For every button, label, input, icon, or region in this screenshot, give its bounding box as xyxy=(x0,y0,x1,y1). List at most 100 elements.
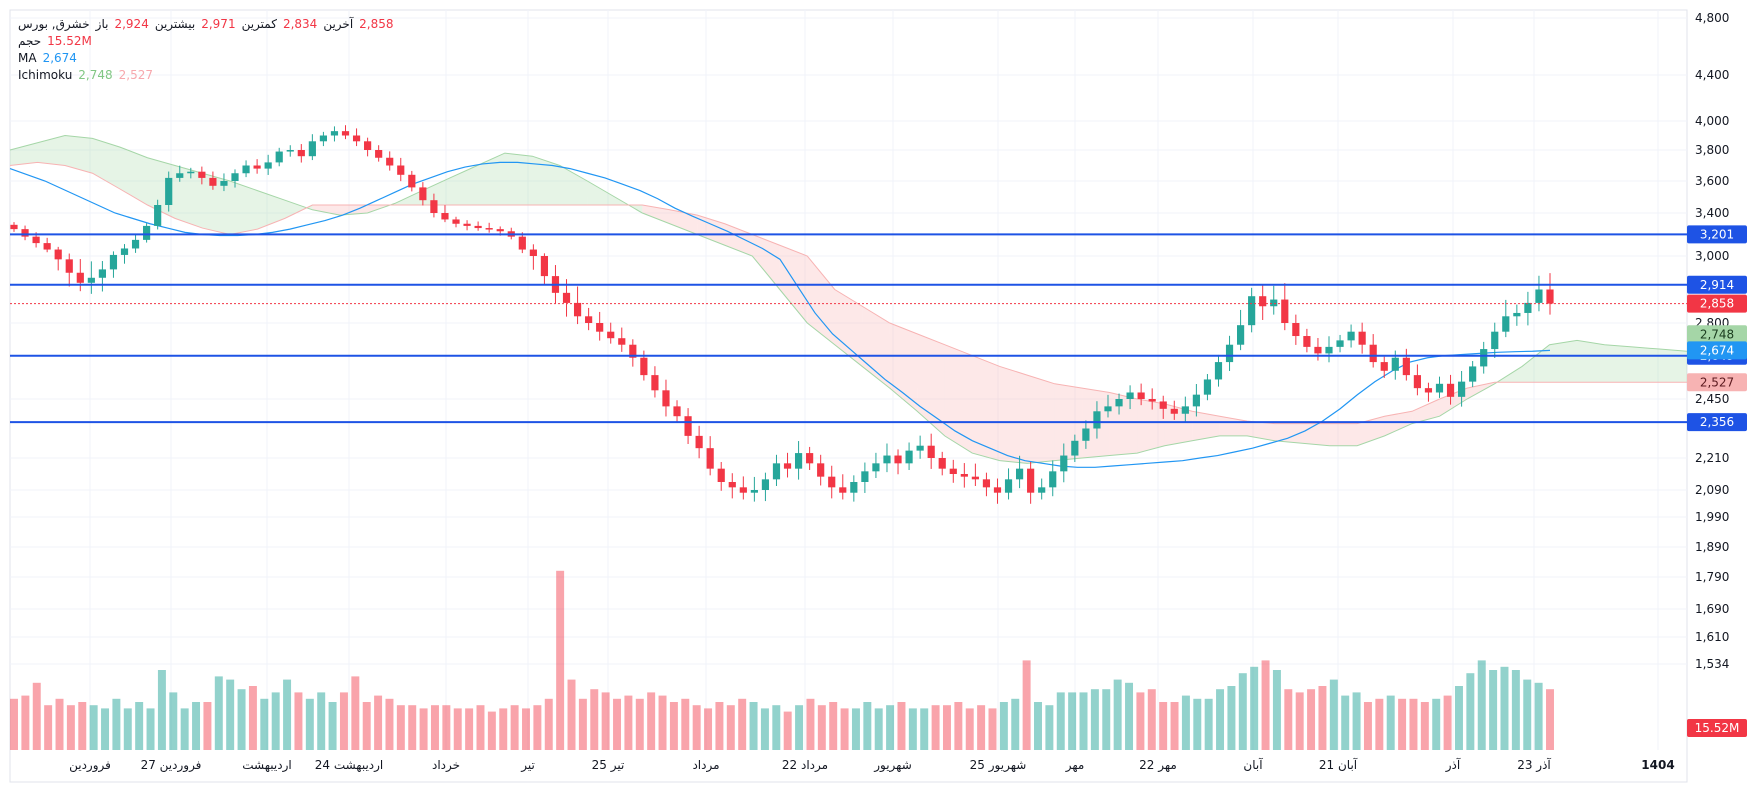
candle-body xyxy=(529,249,537,256)
volume-bar xyxy=(1546,689,1554,750)
candle-body xyxy=(120,248,129,255)
legend-volume-row: حجم 15.52M xyxy=(18,33,394,50)
candle-body xyxy=(397,165,405,175)
volume-bar xyxy=(1125,682,1134,750)
volume-bar xyxy=(1307,689,1316,750)
candle-body xyxy=(684,416,692,436)
volume-bar xyxy=(1181,695,1190,750)
candle-body xyxy=(386,157,394,166)
volume-bar xyxy=(1454,686,1463,750)
candle-body xyxy=(1192,394,1200,407)
cloud-segment xyxy=(587,181,615,205)
volume-bar xyxy=(10,698,18,750)
cloud-segment xyxy=(944,344,973,454)
cloud-segment xyxy=(174,165,203,229)
volume-bar xyxy=(1068,692,1077,750)
volume-bar xyxy=(669,702,678,750)
candle-body xyxy=(187,171,195,174)
cloud-segment xyxy=(1137,399,1165,454)
price-badge-ichimoku_b: 2,527 xyxy=(1700,375,1734,389)
price-tick-label: 1,610 xyxy=(1695,630,1729,644)
cloud-segment xyxy=(559,165,588,205)
volume-bar xyxy=(1159,702,1168,750)
candle-body xyxy=(861,471,869,482)
hline-badge-bg xyxy=(1687,225,1747,244)
volume-bar xyxy=(1216,689,1225,750)
cloud-segment xyxy=(202,173,230,235)
price-tick-label: 2,210 xyxy=(1695,451,1729,465)
legend-open-label: باز xyxy=(95,17,109,31)
price-tick-label: 1,790 xyxy=(1695,570,1729,584)
candle-body xyxy=(1314,346,1322,354)
volume-bar xyxy=(1443,695,1452,750)
candle-body xyxy=(408,174,416,188)
time-tick-label: خرداد xyxy=(432,758,460,773)
candle-body xyxy=(441,213,449,220)
volume-bar xyxy=(1227,686,1236,750)
volume-bar xyxy=(169,692,178,750)
candle-body xyxy=(562,292,571,303)
time-tick-label: آبان xyxy=(1243,757,1263,772)
candle-body xyxy=(364,141,372,150)
cloud-segment xyxy=(1357,416,1385,446)
cloud-segment xyxy=(257,190,285,230)
grid-layer xyxy=(10,10,1687,750)
candle-body xyxy=(352,135,361,142)
volume-bar xyxy=(931,705,940,750)
volume-bar xyxy=(749,702,758,750)
candle-body xyxy=(817,463,825,477)
volume-bar xyxy=(374,695,383,750)
candle-body xyxy=(1546,289,1554,304)
candle-body xyxy=(585,316,593,323)
volume-bar xyxy=(112,698,121,750)
time-tick-label: مرداد xyxy=(692,758,719,773)
volume-bar xyxy=(715,702,724,750)
volume-bar xyxy=(704,708,713,750)
cloud-segment xyxy=(862,306,890,389)
candle-body xyxy=(341,131,350,136)
volume-bar xyxy=(806,698,815,750)
price-tick-label: 2,090 xyxy=(1695,483,1729,497)
volume-bar xyxy=(920,708,929,750)
price-badge-last: 2,858 xyxy=(1700,297,1734,311)
cloud-segment xyxy=(1274,423,1303,444)
candle-body xyxy=(883,455,891,464)
candle-body xyxy=(1259,296,1267,307)
candle-body xyxy=(1292,323,1300,337)
legend-open-value: 2,924 xyxy=(114,17,149,31)
volume-bar xyxy=(624,695,633,750)
volume-bar xyxy=(214,676,223,750)
candle-body xyxy=(165,177,173,205)
volume-bar xyxy=(510,705,519,750)
candle-body xyxy=(452,219,460,224)
volume-bar xyxy=(1261,660,1270,750)
candle-body xyxy=(938,458,946,469)
legend-ma-label: MA xyxy=(18,51,37,65)
price-tick-label: 3,800 xyxy=(1695,143,1729,157)
volume-bar xyxy=(1034,702,1042,750)
legend-high-value: 2,971 xyxy=(201,17,236,31)
candle-body xyxy=(739,487,747,493)
candle-body xyxy=(839,487,847,493)
volume-bar xyxy=(180,708,189,750)
cloud-segment xyxy=(1549,340,1578,383)
candle-body xyxy=(772,463,781,480)
volume-bar xyxy=(1466,673,1475,750)
candle-body xyxy=(1082,428,1090,441)
candle-body xyxy=(1203,379,1212,395)
volume-bar xyxy=(192,702,201,750)
candle-body xyxy=(982,479,991,488)
candle-body xyxy=(1093,411,1101,429)
candle-body xyxy=(98,269,106,278)
volume-bar xyxy=(647,692,656,750)
cloud-segment xyxy=(1302,423,1330,446)
candle-body xyxy=(1446,383,1455,397)
candle-body xyxy=(463,223,471,226)
candle-body xyxy=(275,151,283,163)
volume-bar xyxy=(487,711,496,750)
legend-symbol: خشرق, بورس xyxy=(18,17,90,31)
volume-bar xyxy=(385,698,394,750)
candle-body xyxy=(1038,487,1046,493)
